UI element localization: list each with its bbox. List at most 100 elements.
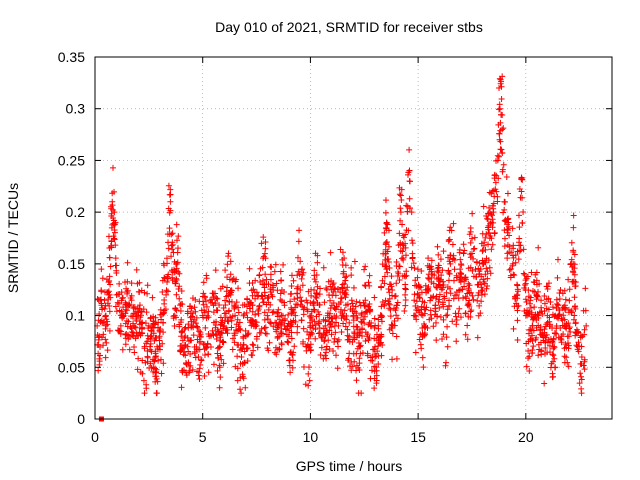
data-point — [126, 333, 133, 340]
data-point — [581, 356, 588, 363]
data-point — [94, 331, 101, 338]
data-point — [102, 325, 109, 332]
data-point — [437, 256, 444, 263]
data-point — [549, 304, 556, 311]
data-point — [350, 284, 357, 291]
data-point — [378, 283, 385, 290]
data-point — [288, 283, 295, 290]
data-point — [406, 167, 413, 174]
data-point — [541, 380, 548, 387]
data-point — [380, 250, 387, 257]
data-point — [467, 251, 474, 258]
data-point — [314, 283, 321, 290]
data-point — [224, 318, 231, 325]
data-point — [307, 341, 314, 348]
data-point — [106, 273, 113, 280]
data-point — [418, 303, 425, 310]
data-point — [537, 324, 544, 331]
data-point — [158, 370, 165, 377]
data-point — [576, 380, 583, 387]
data-point — [559, 322, 566, 329]
data-point — [402, 302, 409, 309]
data-point — [176, 323, 183, 330]
data-point — [556, 295, 563, 302]
data-point — [190, 318, 197, 325]
data-point — [261, 250, 268, 257]
data-point — [402, 285, 409, 292]
data-point — [533, 334, 540, 341]
data-point — [216, 301, 223, 308]
data-point — [572, 303, 579, 310]
data-point — [249, 318, 256, 325]
data-point — [397, 192, 404, 199]
data-point — [270, 308, 277, 315]
data-point — [509, 225, 516, 232]
data-point — [229, 277, 236, 284]
data-point — [129, 320, 136, 327]
data-point — [297, 294, 304, 301]
data-point — [231, 332, 238, 339]
data-point — [530, 315, 537, 322]
data-point — [465, 301, 472, 308]
data-point — [168, 253, 175, 260]
data-point — [137, 314, 144, 321]
data-point — [281, 317, 288, 324]
data-point — [300, 338, 307, 345]
data-point — [485, 226, 492, 233]
data-point — [298, 297, 305, 304]
data-point — [512, 259, 519, 266]
data-point — [273, 328, 280, 335]
data-point — [474, 297, 481, 304]
data-point — [314, 259, 321, 266]
data-point — [447, 290, 454, 297]
data-point — [246, 299, 253, 306]
data-point — [167, 186, 174, 193]
data-point — [192, 354, 199, 361]
data-point — [308, 346, 315, 353]
data-point — [501, 206, 508, 213]
data-point — [345, 357, 352, 364]
data-point — [398, 255, 405, 262]
data-point — [244, 295, 251, 302]
data-point — [393, 280, 400, 287]
data-point — [331, 323, 338, 330]
data-point — [525, 293, 532, 300]
data-point — [446, 297, 453, 304]
data-point — [287, 298, 294, 305]
data-point — [198, 307, 205, 314]
data-point — [496, 85, 503, 92]
data-point — [185, 369, 192, 376]
data-point — [215, 328, 222, 335]
data-point — [230, 335, 237, 342]
data-point — [504, 190, 511, 197]
data-point — [552, 364, 559, 371]
data-point — [578, 373, 585, 380]
data-point — [575, 348, 582, 355]
data-point — [177, 302, 184, 309]
data-point — [313, 313, 320, 320]
data-point — [178, 288, 185, 295]
data-point — [480, 203, 487, 210]
data-point — [111, 226, 118, 233]
data-point — [539, 310, 546, 317]
data-point — [457, 279, 464, 286]
data-point — [538, 297, 545, 304]
data-point — [235, 285, 242, 292]
data-point — [212, 324, 219, 331]
data-point — [143, 385, 150, 392]
data-point — [304, 299, 311, 306]
data-point — [134, 332, 141, 339]
data-point — [201, 372, 208, 379]
data-point — [181, 334, 188, 341]
data-point — [370, 346, 377, 353]
data-point — [521, 282, 528, 289]
data-point — [261, 292, 268, 299]
data-point — [122, 306, 129, 313]
data-point — [168, 267, 175, 274]
data-point — [485, 210, 492, 217]
data-point — [462, 274, 469, 281]
data-point — [232, 302, 239, 309]
data-point — [353, 315, 360, 322]
data-point — [488, 190, 495, 197]
data-point — [501, 235, 508, 242]
